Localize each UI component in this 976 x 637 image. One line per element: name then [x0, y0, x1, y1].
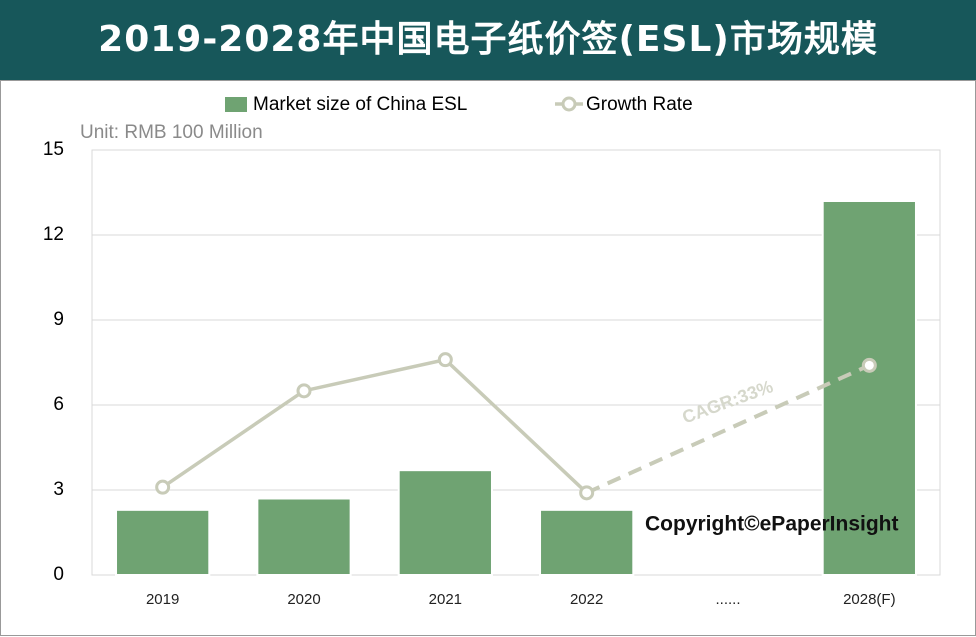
chart-title: 2019-2028年中国电子纸价签(ESL)市场规模	[0, 0, 976, 80]
bar	[256, 497, 352, 576]
x-tick-label: 2028(F)	[843, 591, 896, 608]
line-point	[579, 485, 595, 501]
y-tick-label: 15	[43, 139, 64, 160]
bar	[115, 508, 211, 577]
legend-label: Market size of China ESL	[253, 94, 467, 115]
y-tick-label: 6	[53, 394, 64, 415]
line-point	[155, 479, 171, 495]
y-tick-label: 0	[53, 564, 64, 585]
x-tick-label: ......	[715, 591, 740, 608]
plot-border	[91, 149, 941, 576]
x-tick-label: 2021	[429, 591, 462, 608]
annotation: CAGR:33%	[680, 376, 776, 427]
y-tick-label: 3	[53, 479, 64, 500]
y-tick-label: 9	[53, 309, 64, 330]
line-point	[296, 383, 312, 399]
bar	[397, 469, 493, 576]
trend-dashed-line	[585, 363, 871, 495]
line-point	[437, 352, 453, 368]
unit-label: Unit: RMB 100 Million	[80, 122, 263, 143]
bar	[821, 200, 917, 576]
x-tick-label: 2019	[146, 591, 179, 608]
legend-label: Growth Rate	[586, 94, 693, 115]
bar	[539, 508, 635, 577]
copyright: Copyright©ePaperInsight	[645, 513, 899, 536]
x-tick-label: 2020	[287, 591, 320, 608]
y-tick-label: 12	[43, 224, 64, 245]
x-tick-label: 2022	[570, 591, 603, 608]
legend-marker	[561, 96, 577, 112]
line-point	[861, 357, 877, 373]
legend-swatch	[225, 97, 247, 112]
